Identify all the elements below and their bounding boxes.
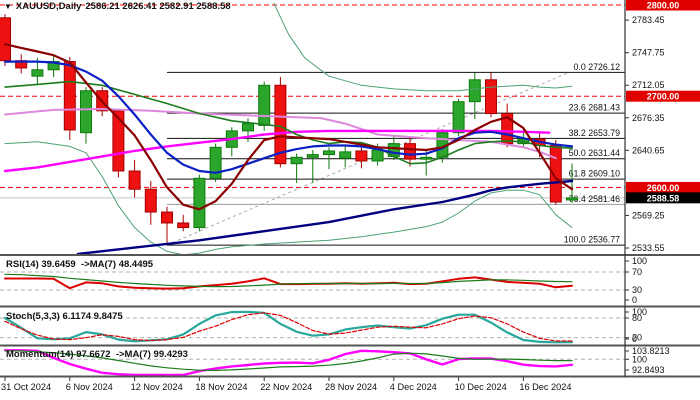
candle-5-Dec-2024 — [404, 143, 416, 160]
stochastic-panel[interactable] — [0, 310, 625, 344]
axis-label: 2800.00 — [647, 1, 680, 11]
time-axis[interactable]: 31 Oct 2024 6 Nov 2024 12 Nov 2024 18 Nov 2… — [1, 377, 572, 392]
chart-title: ▼ XAUUSD,Daily 2586.21 2626.41 2582.91 2… — [4, 1, 231, 12]
axis-label: 2640.65 — [632, 145, 665, 155]
momentum-indicator-label: Momentum(14) 97.6672 ->MA(7) 99.4293 — [6, 349, 188, 360]
axis-label: 2783.45 — [632, 15, 665, 25]
axis-label: 80 — [632, 313, 642, 323]
candle-22-Nov-2024 — [258, 84, 271, 126]
candle-18-Nov-2024 — [193, 177, 206, 229]
axis-label: 100.0 2536.77 — [564, 235, 620, 245]
candle-13-Nov-2024 — [144, 188, 157, 213]
axis-label: 0.0 2726.12 — [574, 62, 621, 72]
fibonacci-levels: 0.0 2726.12 23.6 2681.43 38.2 2653.79 50.0 … — [167, 62, 625, 246]
candle-10-Dec-2024 — [452, 101, 465, 134]
rsi-panel[interactable] — [0, 271, 625, 291]
axis-label: 23.6 2681.43 — [569, 103, 620, 113]
candle-25-Nov-2024 — [274, 84, 287, 165]
alert-price-badge — [626, 181, 700, 193]
axis-label: 0 — [632, 334, 637, 344]
rsi-indicator-label: RSI(14) 39.6459 ->MA(7) 48.4495 — [6, 259, 154, 270]
momentum-panel[interactable] — [0, 349, 625, 377]
axis-label: 6 Nov 2024 — [66, 382, 113, 392]
candle-21-Nov-2024 — [242, 123, 254, 132]
axis-label: 100 — [632, 354, 647, 364]
panel-separators — [0, 0, 700, 378]
price-axis[interactable]: 2783.45 2747.75 2712.05 2676.35 2640.65 2569.… — [625, 0, 700, 253]
candle-4-Nov-2024 — [31, 69, 44, 77]
axis-label: 2676.35 — [632, 113, 665, 123]
axis-label: 2600.00 — [647, 183, 680, 193]
axis-label: 50.0 2631.44 — [569, 148, 620, 158]
axis-label: 12 Nov 2024 — [131, 382, 183, 392]
overlay-lines — [3, 2, 574, 256]
axis-label: 2533.55 — [632, 243, 665, 253]
current-price-badge — [626, 192, 700, 204]
axis-label: 2700.00 — [647, 92, 680, 102]
candle-14-Nov-2024 — [161, 211, 173, 224]
alert-price-badge — [626, 90, 700, 102]
axis-label: 0 — [632, 295, 637, 305]
ohlc-readout: 2586.21 2626.41 2582.91 2588.58 — [85, 1, 231, 12]
axis-label: 2747.75 — [632, 48, 665, 58]
axis-label: 16 Dec 2024 — [519, 382, 571, 392]
axis-label: 31 Oct 2024 — [1, 382, 51, 392]
symbol-period-label: XAUUSD,Daily — [15, 1, 82, 12]
axis-label: 61.8 2609.10 — [569, 169, 620, 179]
axis-label: 2588.58 — [647, 193, 680, 203]
candle-11-Dec-2024 — [468, 79, 481, 103]
candle-31-Oct-2024 — [0, 17, 11, 62]
axis-label: 18 Nov 2024 — [195, 382, 247, 392]
candle-15-Nov-2024 — [177, 222, 190, 229]
axis-label: 30 — [632, 285, 642, 295]
stochastic-indicator-label: Stoch(5,3,3) 6.1174 9.8475 — [6, 311, 123, 322]
axis-label: 22 Nov 2024 — [260, 382, 312, 392]
candle-12-Dec-2024 — [485, 79, 497, 115]
candle-2-Dec-2024 — [355, 150, 368, 162]
axis-label: 2569.25 — [632, 210, 665, 220]
candle-26-Nov-2024 — [290, 156, 303, 165]
candle-19-Nov-2024 — [209, 146, 222, 179]
candle-6-Nov-2024 — [63, 61, 76, 131]
candle-6-Dec-2024 — [420, 156, 433, 160]
axis-label: 103.8213 — [632, 346, 670, 356]
candle-11-Nov-2024 — [112, 110, 125, 172]
candle-28-Nov-2024 — [323, 150, 335, 156]
candle-27-Nov-2024 — [306, 154, 319, 158]
axis-label: 76.4 2581.46 — [569, 194, 620, 204]
axis-label: 2712.05 — [632, 80, 665, 90]
candle-7-Nov-2024 — [80, 90, 92, 134]
symbol-dropdown-icon[interactable]: ▼ — [4, 2, 12, 11]
candle-3-Dec-2024 — [371, 149, 384, 162]
candle-12-Nov-2024 — [128, 170, 141, 190]
axis-label: 100 — [632, 307, 647, 317]
axis-label: 100 — [632, 256, 647, 266]
axis-label: 4 Dec 2024 — [390, 382, 437, 392]
candle-19-Dec-2024 — [566, 197, 578, 201]
axis-label: 28 Nov 2024 — [325, 382, 377, 392]
candle-29-Nov-2024 — [339, 151, 352, 159]
axis-label: 70 — [632, 267, 642, 277]
alert-price-badge — [626, 0, 700, 11]
axis-label: 20 — [632, 333, 642, 343]
axis-label: 10 Dec 2024 — [455, 382, 507, 392]
axis-label: 92.8493 — [632, 365, 665, 375]
axis-label: 38.2 2653.79 — [569, 128, 620, 138]
